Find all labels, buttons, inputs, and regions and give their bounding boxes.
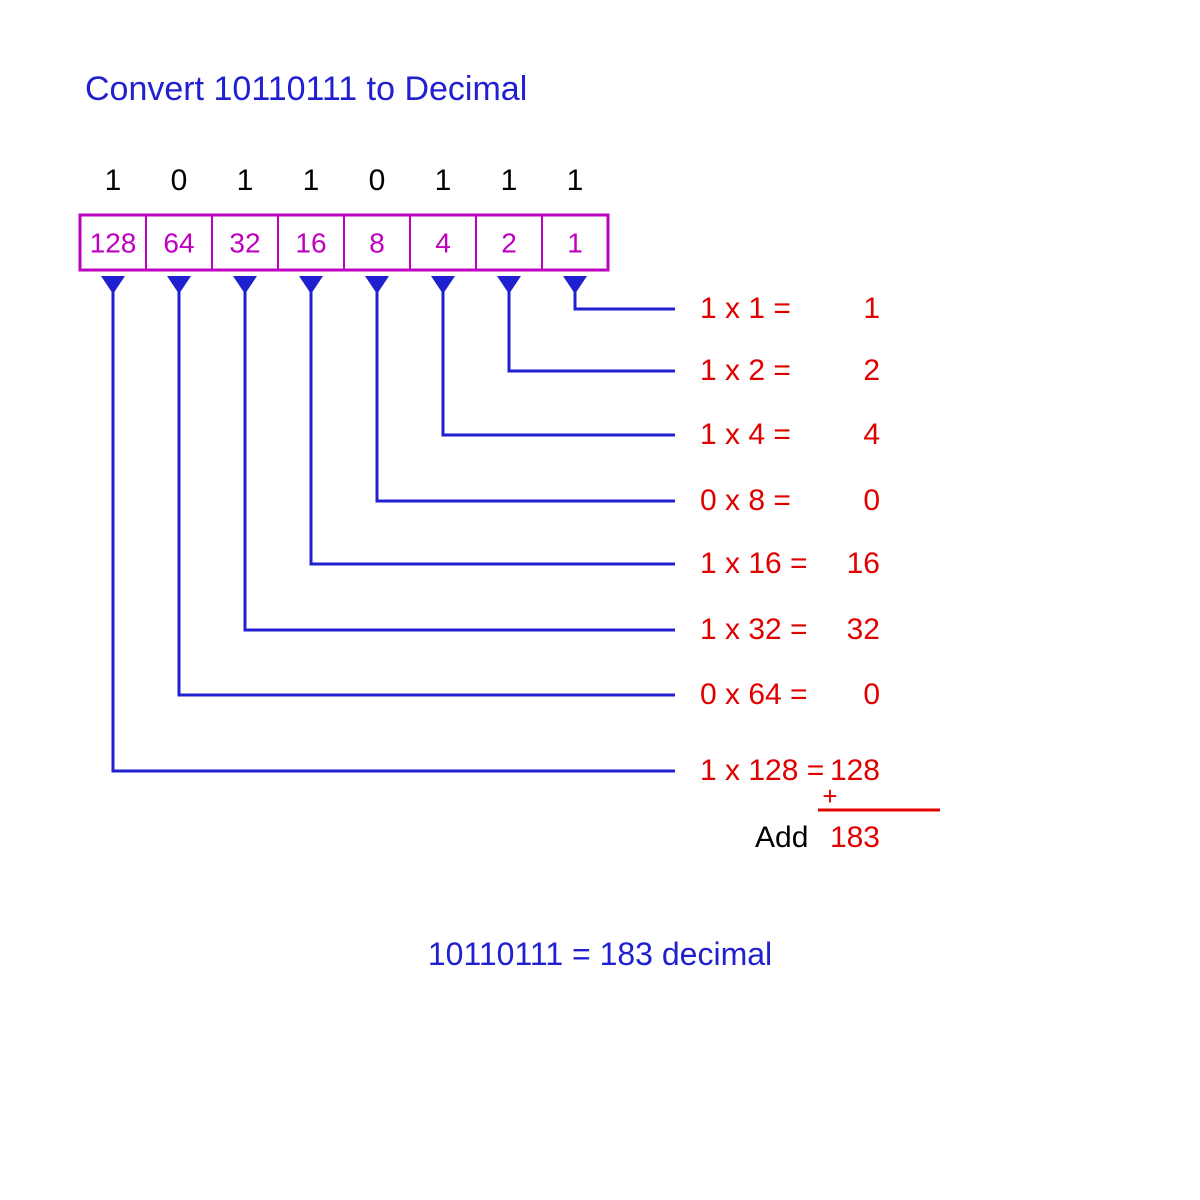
calc-value: 32 [847, 613, 880, 646]
calc-expression: 1 x 4 = [700, 418, 791, 451]
connector-arrow [377, 288, 675, 501]
power-value: 128 [90, 228, 137, 259]
calc-value: 0 [863, 484, 880, 517]
connector-arrow [311, 288, 675, 564]
binary-digit: 1 [567, 164, 584, 197]
connector-arrow [113, 288, 675, 771]
sum-value: 183 [830, 821, 880, 854]
connector-arrow [575, 288, 675, 309]
binary-digit: 1 [435, 164, 452, 197]
connector-arrow [509, 288, 675, 371]
calc-expression: 1 x 32 = [700, 613, 808, 646]
power-value: 8 [369, 228, 385, 259]
calc-value: 0 [863, 678, 880, 711]
add-label: Add [755, 821, 808, 854]
binary-digit: 0 [369, 164, 386, 197]
power-value: 64 [163, 228, 194, 259]
plus-sign: + [822, 781, 837, 811]
power-value: 1 [567, 228, 583, 259]
calc-expression: 0 x 64 = [700, 678, 808, 711]
calc-expression: 1 x 2 = [700, 354, 791, 387]
binary-conversion-diagram: Convert 10110111 to Decimal1011011112864… [0, 0, 1200, 1200]
calc-value: 1 [863, 292, 880, 325]
calc-value: 2 [863, 354, 880, 387]
binary-digit: 1 [303, 164, 320, 197]
calc-expression: 1 x 128 = [700, 754, 824, 787]
calc-expression: 1 x 1 = [700, 292, 791, 325]
power-value: 32 [229, 228, 260, 259]
binary-digit: 1 [105, 164, 122, 197]
power-value: 16 [295, 228, 326, 259]
binary-digit: 0 [171, 164, 188, 197]
calc-expression: 1 x 16 = [700, 547, 808, 580]
calc-expression: 0 x 8 = [700, 484, 791, 517]
calc-value: 16 [847, 547, 880, 580]
power-value: 4 [435, 228, 451, 259]
conclusion-text: 10110111 = 183 decimal [428, 936, 772, 972]
connector-arrow [179, 288, 675, 695]
binary-digit: 1 [237, 164, 254, 197]
power-value: 2 [501, 228, 517, 259]
binary-digit: 1 [501, 164, 518, 197]
calc-value: 4 [863, 418, 880, 451]
diagram-title: Convert 10110111 to Decimal [85, 70, 527, 108]
